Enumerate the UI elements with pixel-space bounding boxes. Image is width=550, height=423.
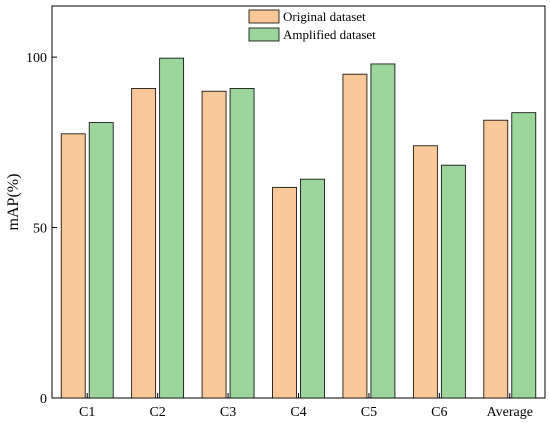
y-tick-label: 0 bbox=[40, 392, 47, 407]
bar-amplified-c4 bbox=[300, 178, 325, 399]
bar-amplified-c5 bbox=[370, 63, 396, 399]
legend-label-original: Original dataset bbox=[283, 9, 366, 24]
bar-amplified-c3 bbox=[229, 88, 255, 399]
legend: Original dataset Amplified dataset bbox=[248, 9, 376, 42]
x-tick-label-c5: C5 bbox=[361, 405, 377, 420]
y-axis: 0 50 100 bbox=[26, 51, 57, 407]
bar-original-c5 bbox=[342, 73, 368, 399]
x-tick-label-average: Average bbox=[487, 405, 533, 420]
bar-original-c3 bbox=[201, 90, 227, 399]
bars-group bbox=[60, 57, 537, 399]
bar-amplified-c1 bbox=[88, 122, 114, 399]
y-tick-label: 50 bbox=[33, 222, 47, 237]
x-tick-label-c2: C2 bbox=[149, 405, 165, 420]
x-tick-label-c1: C1 bbox=[79, 405, 95, 420]
x-tick-label-c6: C6 bbox=[431, 405, 447, 420]
plot-frame bbox=[51, 5, 546, 399]
bar-amplified-average bbox=[511, 112, 537, 399]
x-tick-label-c3: C3 bbox=[220, 405, 236, 420]
legend-swatch-original bbox=[248, 9, 280, 24]
bar-original-c4 bbox=[272, 186, 297, 399]
y-tick-label: 100 bbox=[26, 51, 47, 66]
bar-original-c1 bbox=[60, 133, 86, 399]
bar-original-average bbox=[483, 119, 509, 399]
bar-amplified-c6 bbox=[440, 164, 466, 399]
legend-label-amplified: Amplified dataset bbox=[283, 27, 376, 42]
bar-amplified-c2 bbox=[159, 57, 185, 399]
y-axis-label: mAP(%) bbox=[5, 174, 22, 231]
bar-original-c2 bbox=[131, 88, 157, 399]
x-tick-label-c4: C4 bbox=[290, 405, 306, 420]
x-axis: C1 C2 C3 C4 C5 C6 Average bbox=[79, 393, 533, 420]
legend-swatch-amplified bbox=[248, 27, 280, 42]
bar-original-c6 bbox=[412, 145, 438, 399]
